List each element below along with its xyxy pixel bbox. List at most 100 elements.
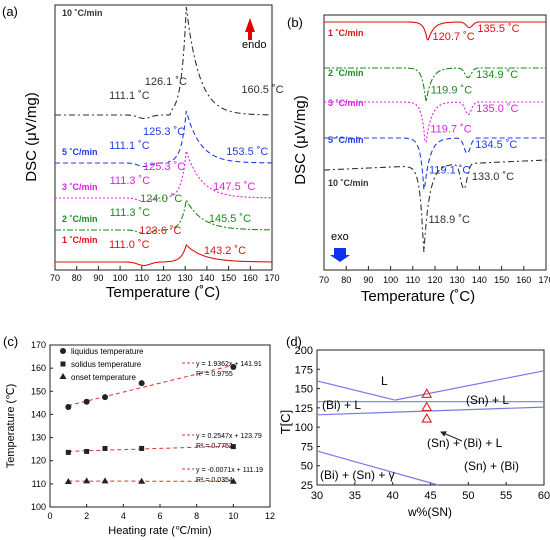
- fit-equation: y = 0.2547x + 123.79: [196, 433, 262, 440]
- x-tick-label: 140: [472, 275, 487, 285]
- panel-c-axes: 0 2 4 6 8 10 12 100 110 120 130 140 150 160 170: [31, 340, 275, 521]
- fit-r2: R² = 0.0354: [196, 477, 233, 484]
- peak-annotation: 134.5 ˚C: [475, 139, 517, 151]
- x-tick-label: 55: [500, 490, 512, 502]
- panel-c-xlabel: Heating rate (℃/min): [108, 525, 211, 537]
- x-tick-label: 30: [311, 490, 323, 502]
- x-tick-label: 60: [538, 490, 550, 502]
- panel-b: (b) DSC (μV/mg) Temperature (˚C) exo 70 8…: [287, 14, 550, 305]
- y-tick-label: 170: [31, 340, 46, 350]
- x-tick-label: 100: [113, 273, 128, 283]
- x-tick-label: 170: [538, 275, 550, 285]
- rate-label: 10 ˚C/min: [328, 178, 369, 188]
- peak-annotation: 125.3 ˚C: [143, 161, 185, 173]
- fit-equation: y = 1.9362x + 141.91: [196, 361, 262, 368]
- peak-annotation: 147.5 ˚C: [213, 181, 255, 193]
- phase-region-label: (Bi) + (Sn) + γ: [320, 468, 395, 482]
- rate-label: 2 ˚C/min: [328, 68, 364, 78]
- x-tick-label: 70: [319, 275, 329, 285]
- phase-region-label: (Sn) + (Bi): [464, 459, 519, 473]
- x-tick-label: 150: [221, 273, 236, 283]
- rate-label: 10 ˚C/min: [62, 8, 103, 18]
- y-tick-label: 150: [295, 384, 313, 396]
- y-tick-label: 75: [301, 441, 313, 453]
- fit-r2: R² = 0.7752: [196, 443, 233, 450]
- x-tick-label: 6: [157, 511, 162, 521]
- panel-d-letter: (d): [286, 334, 302, 349]
- legend-triangle-marker: [59, 373, 67, 379]
- panel-a-ylabel: DSC (μV/mg): [23, 92, 40, 181]
- liquidus-point: [230, 363, 237, 370]
- liquidus-point: [102, 394, 108, 401]
- up-arrow-icon: [245, 18, 255, 40]
- dsc-curve-0: [55, 6, 273, 120]
- peak-annotation: 125.3 ˚C: [143, 126, 185, 138]
- panel-a-xlabel: Temperature (˚C): [106, 284, 220, 301]
- peak-annotation: 119.9 ˚C: [431, 85, 472, 97]
- x-tick-label: 80: [341, 275, 351, 285]
- rate-label: 2 ˚C/min: [62, 214, 98, 224]
- y-tick-label: 120: [31, 456, 46, 466]
- fit-line: [68, 364, 234, 407]
- rate-label: 1 ˚C/min: [62, 235, 98, 245]
- panel-c-ylabel: Temperature (℃): [5, 384, 17, 469]
- onset-point: [83, 477, 91, 484]
- x-tick-label: 35: [349, 490, 361, 502]
- panel-d-ylabel: T[C]: [278, 410, 293, 435]
- measured-point-marker: [421, 388, 433, 398]
- phase-region-label: (Bi) + L: [322, 398, 361, 412]
- x-tick-label: 0: [47, 511, 52, 521]
- panel-c: (c) Temperature (℃) Heating rate (℃/min)…: [3, 334, 275, 537]
- peak-annotation: 135.5 ˚C: [477, 23, 519, 35]
- dsc-curve-2: [55, 150, 272, 203]
- y-tick-label: 25: [301, 480, 313, 492]
- x-tick-label: 120: [427, 275, 442, 285]
- panel-c-frame: [49, 344, 271, 508]
- x-tick-label: 10: [228, 511, 238, 521]
- solidus-point: [102, 445, 108, 451]
- panel-a-letter: (a): [2, 4, 18, 19]
- peak-annotation: 133.0 ˚C: [472, 171, 514, 183]
- y-tick-label: 150: [31, 386, 46, 396]
- panel-b-letter: (b): [287, 15, 303, 30]
- x-tick-label: 110: [406, 275, 420, 285]
- y-tick-label: 200: [295, 345, 313, 357]
- peak-annotation: 134.9 ˚C: [476, 69, 518, 81]
- panel-b-ylabel: DSC (μV/mg): [292, 95, 309, 184]
- onset-point: [101, 477, 109, 484]
- phase-boundary-4: [316, 450, 439, 486]
- panel-b-xticks: 70 80 90 100 110 120 130 140 150 160 170: [319, 248, 550, 285]
- x-tick-label: 150: [494, 275, 509, 285]
- y-tick-label: 140: [31, 409, 46, 419]
- panel-d-axes: 30 35 40 45 50 55 60 25 50 75 100 125 150 175 200: [295, 345, 550, 502]
- phase-region-label: (Sn) + L: [466, 393, 509, 407]
- onset-point: [138, 477, 146, 484]
- legend-square-marker: [60, 361, 66, 367]
- panel-c-letter: (c): [3, 334, 18, 349]
- y-tick-label: 130: [31, 433, 46, 443]
- phase-boundary-1: [394, 370, 545, 401]
- y-tick-label: 100: [31, 502, 46, 512]
- peak-annotation: 120.7 ˚C: [433, 31, 475, 43]
- solidus-point: [65, 449, 71, 455]
- x-tick-label: 40: [387, 490, 399, 502]
- solidus-point: [139, 445, 145, 451]
- rate-label: 1 ˚C/min: [328, 28, 364, 38]
- peak-annotation: 119.7 ˚C: [430, 124, 471, 136]
- x-tick-label: 160: [243, 273, 258, 283]
- dsc-curve-3: [55, 198, 272, 235]
- peak-annotation: 153.5 ˚C: [226, 146, 268, 158]
- x-tick-label: 12: [265, 511, 275, 521]
- fit-r2: R² = 0.9755: [196, 371, 233, 378]
- dsc-curve-4: [55, 244, 272, 267]
- solidus-point: [230, 444, 236, 450]
- onset-point: [64, 478, 72, 485]
- x-tick-label: 130: [450, 275, 465, 285]
- panel-c-plot: liquidus temperature solidus temperature o…: [59, 347, 263, 485]
- x-tick-label: 130: [178, 273, 193, 283]
- rate-label: 3 ˚C/min: [62, 182, 98, 192]
- legend-label: solidus temperature: [71, 360, 142, 369]
- y-tick-label: 50: [301, 461, 313, 473]
